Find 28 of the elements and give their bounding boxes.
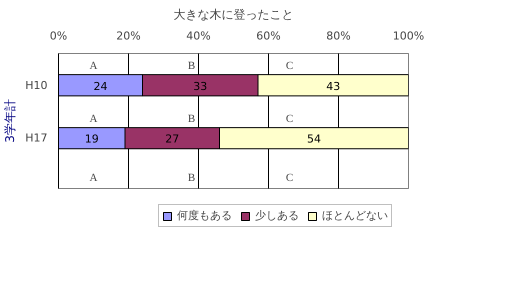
x-tick-label: 0%	[50, 30, 68, 42]
x-tick-label: 80%	[326, 30, 351, 42]
annotation: C	[286, 60, 294, 72]
data-label: 33	[193, 80, 208, 93]
annotation: C	[286, 113, 294, 126]
chart-title: 大きな木に登ったこと	[174, 8, 294, 22]
annotation: B	[188, 113, 196, 126]
data-label: 24	[94, 80, 108, 93]
annotation: C	[286, 172, 294, 184]
legend-label: ほとんどない	[322, 208, 388, 223]
data-label: 19	[84, 132, 99, 146]
legend-label: 何度もある	[177, 208, 232, 223]
y-axis-title: 3学年計	[3, 99, 18, 143]
x-tick-label: 40%	[186, 30, 211, 42]
annotation: A	[90, 113, 98, 126]
x-tick-label: 60%	[256, 30, 281, 42]
data-label: 43	[326, 80, 340, 93]
annotation: B	[188, 172, 196, 184]
y-tick-label: H10	[25, 78, 48, 92]
x-tick-label: 20%	[116, 30, 141, 42]
data-label: 27	[165, 132, 180, 146]
annotation: A	[90, 172, 98, 184]
annotation: A	[90, 60, 98, 72]
data-label: 54	[307, 132, 321, 146]
y-tick-label: H17	[25, 132, 48, 145]
legend-label: 少しある	[255, 208, 299, 223]
x-tick-label: 100%	[392, 30, 424, 42]
annotation: B	[188, 60, 196, 72]
